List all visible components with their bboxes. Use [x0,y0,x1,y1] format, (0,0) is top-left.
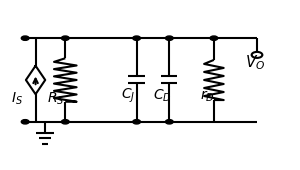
Circle shape [133,36,140,40]
Circle shape [21,120,29,124]
Text: $C_D$: $C_D$ [153,88,172,104]
Circle shape [166,36,173,40]
Circle shape [133,120,140,124]
Text: $V_O$: $V_O$ [245,53,266,72]
Circle shape [21,36,29,40]
Text: $R_S$: $R_S$ [47,91,64,107]
Circle shape [61,120,69,124]
Circle shape [210,36,218,40]
Text: $r_D$: $r_D$ [200,88,214,104]
Circle shape [166,120,173,124]
Text: $I_S$: $I_S$ [11,91,23,107]
Circle shape [61,36,69,40]
Text: $C_J$: $C_J$ [122,87,136,105]
